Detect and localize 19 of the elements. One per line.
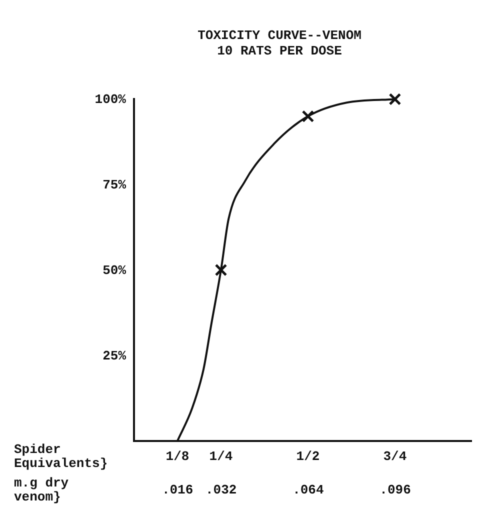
x2-tick-label: .064 [292, 482, 324, 498]
x-tick-label: 1/2 [296, 448, 320, 464]
x-tick-label: 3/4 [383, 448, 407, 464]
x-tick-label: 1/4 [209, 448, 233, 464]
x-axis-title: Spider Equivalents} [14, 442, 108, 471]
x2-tick-label: .096 [380, 482, 412, 498]
x2-tick-label: .016 [162, 482, 194, 498]
y-tick-label: 50% [102, 263, 126, 278]
x2-axis-title: m.g dry venom} [14, 475, 69, 504]
y-tick-label: 100% [94, 92, 126, 108]
chart-subtitle: 10 RATS PER DOSE [217, 44, 342, 59]
y-tick-label: 25% [102, 348, 126, 364]
point [388, 93, 402, 106]
point [214, 264, 228, 276]
point [302, 110, 314, 122]
y-tick-label: 75% [102, 178, 126, 193]
chart-title: TOXICITY CURVE--VENOM [198, 28, 362, 44]
x2-tick-label: .032 [205, 482, 237, 498]
x-tick-label: 1/8 [166, 448, 190, 464]
